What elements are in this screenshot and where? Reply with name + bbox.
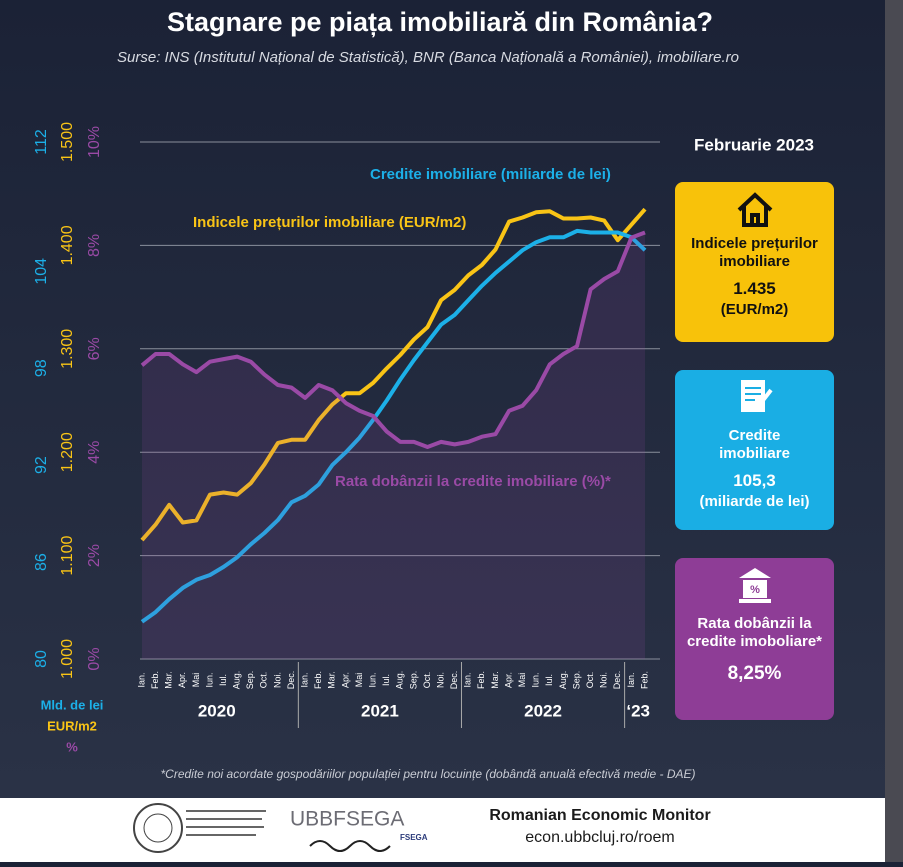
x-tick-label: Iul. — [381, 674, 391, 686]
chart-title: Stagnare pe piața imobiliară din România… — [167, 7, 713, 37]
x-tick-label: Dec. — [612, 671, 622, 690]
edge-strip — [885, 0, 903, 862]
card-unit: (EUR/m2) — [720, 301, 789, 318]
x-tick-label: Dec. — [286, 671, 296, 690]
y3-tick-label: 6% — [86, 337, 103, 360]
series-line — [140, 230, 646, 449]
rate-card: % Rata dobânzii la credite imoboliare* 8… — [675, 558, 834, 720]
y3-tick-label: 2% — [86, 544, 103, 567]
x-tick-label: Dec. — [449, 671, 459, 690]
series-label: Credite imobiliare (miliarde de lei) — [370, 166, 611, 183]
x-tick-label: Sep. — [245, 671, 255, 690]
x-tick-label: Feb. — [150, 671, 160, 689]
y-tick-label: 1.400 — [59, 225, 76, 265]
series-label: Indicele prețurilor imobiliare (EUR/m2) — [193, 214, 466, 231]
y3-tick-label: 0% — [86, 647, 103, 670]
footer-logo-small: FSEGA — [400, 833, 428, 842]
x-tick-label: Mar. — [327, 671, 337, 689]
svg-text:%: % — [750, 584, 760, 596]
x-tick-label: Iun. — [204, 672, 214, 687]
year-label: 2021 — [361, 701, 399, 720]
card-value: 105,3 — [733, 471, 776, 490]
x-tick-label: Noi. — [599, 672, 609, 688]
x-tick-label: Iul. — [218, 674, 228, 686]
x-tick-label: Feb. — [476, 671, 486, 689]
card-title: Indicele prețurilor imobiliare — [691, 235, 818, 270]
x-tick-label: Ian. — [463, 672, 473, 687]
x-tick-label: Sep. — [571, 671, 581, 690]
x-tick-label: Ian. — [300, 672, 310, 687]
footer-graphics: UBBFSEGA FSEGA Romanian Economic Monitor… — [133, 803, 711, 853]
x-tick-label: Apr. — [340, 672, 350, 688]
x-tick-label: Mar. — [490, 671, 500, 689]
y-tick-label: 1.500 — [59, 122, 76, 162]
x-tick-label: Mai — [517, 673, 527, 688]
year-label: 2020 — [198, 701, 236, 720]
card-value: 1.435 — [733, 279, 776, 298]
card-title: Rata dobânzii la credite imoboliare* — [686, 615, 823, 650]
series-line — [140, 228, 647, 624]
y-tick-label: 1.200 — [59, 432, 76, 472]
y-tick-label: 1.000 — [59, 639, 76, 679]
y3-tick-label: 10% — [86, 126, 103, 158]
y3-tick-label: 8% — [86, 234, 103, 257]
card-value: 8,25% — [727, 663, 782, 684]
axis-unit: EUR/m2 — [47, 718, 97, 733]
x-tick-label: Iul. — [544, 674, 554, 686]
card-title: Credite imobiliare — [719, 427, 790, 462]
footnote: *Credite noi acordate gospodăriilor popu… — [161, 767, 696, 781]
x-tick-label: Apr. — [177, 672, 187, 688]
x-tick-label: Aug. — [395, 671, 405, 690]
x-tick-label: Ian. — [136, 672, 146, 687]
x-tick-label: Oct. — [259, 672, 269, 689]
year-label: 2022 — [524, 701, 562, 720]
chart-subtitle: Surse: INS (Institutul Național de Stati… — [117, 49, 739, 66]
x-tick-label: Noi. — [435, 672, 445, 688]
footer-logo: UBBFSEGA — [290, 808, 404, 831]
x-tick-label: Noi. — [272, 672, 282, 688]
y2-tick-label: 86 — [33, 553, 50, 571]
y-tick-label: 1.100 — [59, 535, 76, 575]
card-unit: (miliarde de lei) — [699, 493, 810, 510]
credit-card: Credite imobiliare 105,3 (miliarde de le… — [675, 370, 834, 530]
footer: UBBFSEGA FSEGA Romanian Economic Monitor… — [0, 798, 885, 862]
y3-tick-label: 4% — [86, 441, 103, 464]
bank-icon: % — [738, 568, 771, 603]
x-tick-label: Aug. — [232, 671, 242, 690]
series-label: Rata dobânzii la credite imobiliare (%)* — [335, 473, 611, 490]
axis-unit: % — [66, 739, 78, 754]
year-label: ‘23 — [626, 701, 650, 720]
x-tick-label: Iun. — [531, 672, 541, 687]
x-tick-label: Mai — [191, 673, 201, 688]
x-tick-label: Apr. — [503, 672, 513, 688]
x-tick-label: Aug. — [558, 671, 568, 690]
footer-url: econ.ubbcluj.ro/roem — [525, 829, 674, 846]
house-icon — [737, 192, 772, 227]
x-tick-label: Sep. — [408, 671, 418, 690]
y2-tick-label: 80 — [33, 650, 50, 668]
document-icon — [740, 380, 773, 412]
x-tick-label: Mar. — [164, 671, 174, 689]
x-tick-label: Feb. — [639, 671, 649, 689]
y2-tick-label: 112 — [33, 129, 50, 155]
y2-tick-label: 98 — [33, 359, 50, 377]
y2-tick-label: 92 — [33, 456, 50, 474]
x-tick-label: Iun. — [367, 672, 377, 687]
footer-monitor: Romanian Economic Monitor — [489, 807, 710, 824]
x-tick-label: Ian. — [626, 672, 636, 687]
axis-unit: Mld. de lei — [41, 697, 104, 712]
x-tick-label: Oct. — [585, 672, 595, 689]
x-tick-label: Feb. — [313, 671, 323, 689]
rate-area — [142, 232, 645, 659]
y2-tick-label: 104 — [33, 258, 50, 285]
x-tick-label: Oct. — [422, 672, 432, 689]
panel-date: Februarie 2023 — [694, 135, 814, 154]
price-card: Indicele prețurilor imobiliare 1.435 (EU… — [675, 182, 834, 342]
x-tick-label: Mai — [354, 673, 364, 688]
y-tick-label: 1.300 — [59, 329, 76, 369]
series-line — [140, 207, 647, 542]
